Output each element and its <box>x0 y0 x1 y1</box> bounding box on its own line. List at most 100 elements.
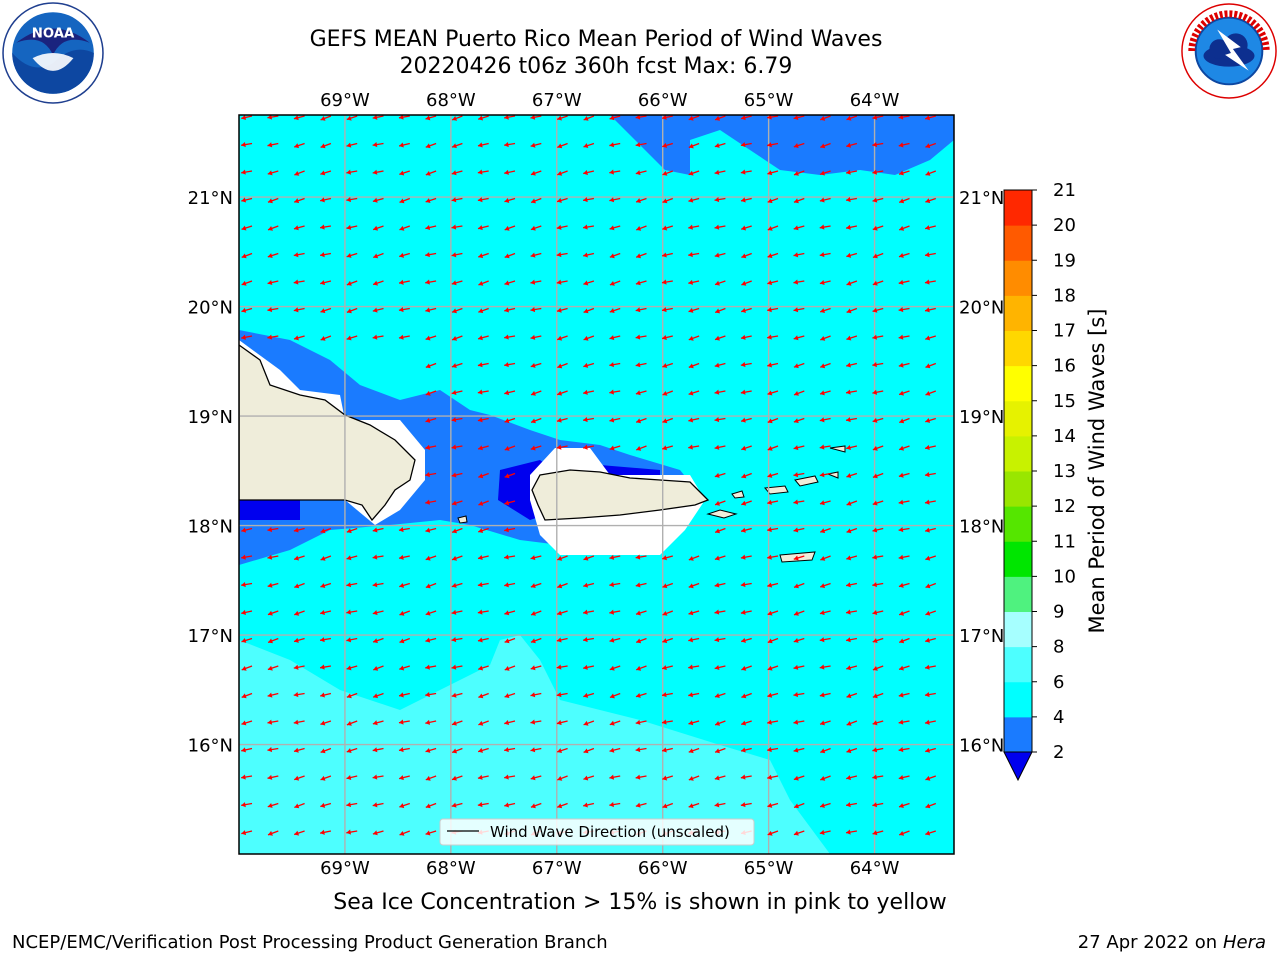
wind-arrow <box>320 582 332 589</box>
wind-arrow <box>241 747 253 753</box>
wind-arrow <box>530 362 542 368</box>
colorbar-tick-20: 20 <box>1053 215 1076 236</box>
lat-tick-right-1: 20°N <box>959 298 1004 319</box>
wind-arrow <box>425 719 437 725</box>
wind-arrow <box>845 417 858 423</box>
lon-tick-top-2: 67°W <box>532 90 582 111</box>
wind-arrow <box>425 499 437 505</box>
wind-arrow <box>399 197 411 204</box>
wind-arrow <box>425 115 437 121</box>
wind-arrow <box>346 720 358 726</box>
wind-arrow <box>898 637 910 644</box>
wind-arrow <box>925 362 937 369</box>
wind-arrow <box>425 362 437 369</box>
wind-arrow <box>241 142 253 148</box>
wind-arrow <box>819 472 831 478</box>
wind-arrow <box>293 719 305 725</box>
wind-arrow <box>898 665 910 671</box>
wind-arrow <box>740 609 752 615</box>
wind-arrow <box>793 499 805 505</box>
wind-arrow <box>293 142 305 149</box>
wind-arrow <box>661 665 673 671</box>
wind-arrow <box>767 334 779 340</box>
lon-tick-bottom-0: 69°W <box>320 858 370 879</box>
wind-arrow <box>398 142 410 148</box>
wind-arrow <box>767 774 779 780</box>
wind-arrow <box>767 445 779 451</box>
wind-arrow <box>372 692 384 699</box>
wind-arrow <box>898 610 910 616</box>
wind-arrow <box>320 142 332 149</box>
wind-arrow <box>425 444 437 450</box>
wind-arrow <box>662 417 674 424</box>
wind-arrow <box>504 445 516 451</box>
wind-arrow <box>557 775 568 781</box>
wind-arrow <box>845 169 858 175</box>
wind-arrow <box>320 307 332 314</box>
wind-arrow <box>398 334 410 340</box>
wind-arrow <box>477 335 489 341</box>
wind-arrow <box>372 527 384 533</box>
wind-arrow <box>714 720 726 726</box>
wind-arrow <box>846 142 858 148</box>
wind-arrow <box>241 637 253 643</box>
wind-arrow <box>530 665 542 671</box>
wind-arrow <box>399 252 410 258</box>
wind-arrow <box>478 500 489 506</box>
land-puerto-rico <box>531 469 710 521</box>
lat-tick-right-0: 21°N <box>959 188 1004 209</box>
wind-arrow <box>688 362 700 369</box>
wind-arrow <box>793 197 805 204</box>
wind-arrow <box>714 280 726 286</box>
lon-tick-bottom-5: 64°W <box>850 858 900 879</box>
wind-arrow <box>793 390 805 396</box>
wind-arrow <box>714 142 726 148</box>
lon-tick-top-5: 64°W <box>850 90 900 111</box>
wind-arrow <box>819 417 831 423</box>
wind-arrow <box>820 747 831 754</box>
land-hispaniola <box>239 344 416 522</box>
wind-arrow <box>898 527 910 533</box>
wind-arrow <box>530 802 542 809</box>
wind-arrow <box>320 775 332 781</box>
wind-arrow <box>661 692 673 698</box>
wind-arrow <box>819 252 831 258</box>
wind-arrow <box>504 362 516 368</box>
wind-arrow <box>793 335 805 341</box>
wind-arrow <box>714 335 726 341</box>
wind-arrow <box>319 224 332 230</box>
wind-arrow <box>320 170 332 176</box>
wind-arrow <box>662 197 674 204</box>
wind-arrow <box>530 445 542 451</box>
wind-arrow <box>504 115 516 120</box>
wind-arrow <box>767 499 779 505</box>
wind-arrow <box>688 115 700 121</box>
wind-arrow <box>451 390 463 396</box>
wind-arrow <box>372 637 384 644</box>
wind-arrow <box>583 307 595 314</box>
wind-arrow <box>609 197 621 203</box>
wind-arrow <box>267 334 279 340</box>
wind-arrow <box>819 500 831 506</box>
wind-arrow <box>294 610 305 616</box>
wind-arrow <box>925 390 937 396</box>
wind-arrow <box>662 225 673 231</box>
wind-arrow <box>294 170 305 176</box>
wind-arrow <box>924 527 936 533</box>
wind-arrow <box>372 747 384 753</box>
wind-arrow <box>820 775 831 781</box>
wind-arrow <box>582 444 595 450</box>
wind-arrow <box>293 307 305 313</box>
wind-arrow <box>320 610 332 616</box>
wind-arrow <box>557 555 568 561</box>
wind-arrow <box>451 500 463 506</box>
wind-arrow <box>477 197 489 203</box>
wind-arrow <box>820 527 831 534</box>
wind-arrow <box>398 554 410 560</box>
wind-arrow <box>504 527 516 533</box>
wind-arrow <box>556 335 568 341</box>
wind-arrow <box>872 830 884 836</box>
wind-arrow <box>346 224 358 230</box>
wind-arrow <box>320 802 332 808</box>
